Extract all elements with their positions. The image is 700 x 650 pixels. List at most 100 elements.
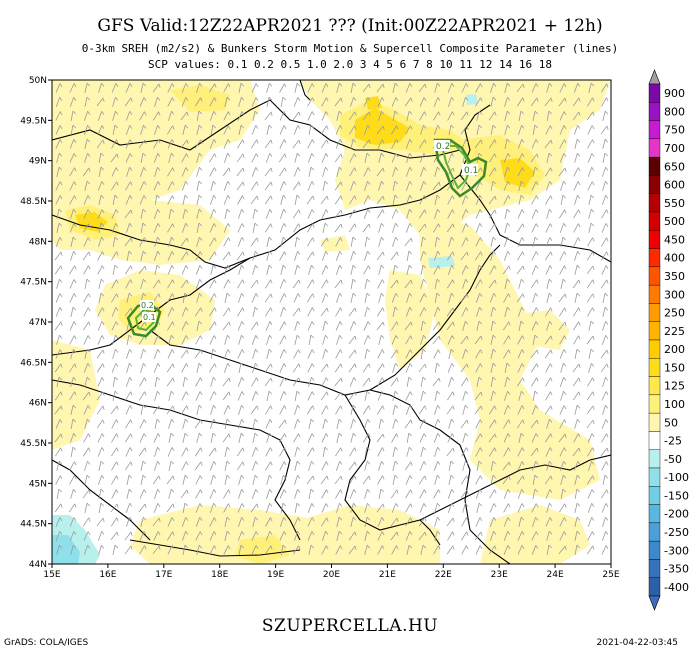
wind-barb-flag bbox=[548, 152, 553, 157]
wind-barb bbox=[84, 475, 88, 485]
wind-barb bbox=[461, 265, 467, 275]
wind-barb bbox=[490, 531, 494, 541]
wind-barb bbox=[181, 265, 187, 275]
wind-barb bbox=[504, 111, 508, 121]
wind-barb bbox=[476, 321, 480, 331]
wind-barb-flag bbox=[86, 418, 91, 423]
lat-label: 47.5N bbox=[20, 278, 47, 288]
wind-barb-flag bbox=[128, 474, 133, 479]
wind-barb bbox=[238, 489, 242, 499]
wind-barb bbox=[574, 419, 578, 429]
wind-barb bbox=[98, 293, 102, 303]
wind-barb bbox=[237, 321, 243, 331]
wind-barb-flag bbox=[424, 223, 427, 228]
wind-barb bbox=[334, 377, 342, 387]
wind-barb-flag bbox=[381, 349, 385, 354]
wind-barb-flag bbox=[101, 125, 105, 130]
wind-barb bbox=[558, 321, 566, 331]
wind-barb-flag bbox=[268, 264, 273, 269]
wind-barb-flag bbox=[86, 180, 91, 185]
wind-barb-flag bbox=[452, 391, 455, 396]
wind-barb bbox=[532, 111, 536, 121]
wind-barb bbox=[348, 349, 356, 359]
wind-barb-flag bbox=[312, 223, 315, 228]
wind-barb bbox=[601, 419, 607, 429]
wind-barb bbox=[390, 251, 398, 261]
wind-barb-flag bbox=[352, 292, 357, 297]
wind-barb bbox=[181, 97, 187, 107]
wind-barb bbox=[405, 83, 411, 93]
wind-barb bbox=[237, 279, 243, 289]
wind-barb-flag bbox=[367, 251, 371, 255]
wind-barb-flag bbox=[452, 223, 455, 228]
wind-barb bbox=[574, 405, 578, 415]
wind-barb bbox=[335, 405, 341, 415]
wind-barb-flag bbox=[424, 475, 427, 480]
wind-barb-flag bbox=[298, 223, 301, 228]
wind-barb-flag bbox=[592, 377, 595, 382]
wind-barb-flag bbox=[100, 460, 105, 465]
wind-barb bbox=[56, 335, 60, 345]
wind-barb-flag bbox=[144, 139, 147, 144]
wind-barb-flag bbox=[424, 531, 427, 537]
wind-barb bbox=[126, 363, 130, 373]
wind-barb bbox=[559, 209, 565, 219]
wind-barb bbox=[364, 251, 368, 261]
wind-barb-flag bbox=[590, 82, 595, 87]
wind-barb-flag bbox=[381, 517, 385, 521]
wind-barb-flag bbox=[158, 111, 161, 116]
wind-barb-flag bbox=[270, 195, 273, 200]
wind-barb-flag bbox=[508, 419, 511, 424]
lat-label: 49.5N bbox=[20, 116, 47, 126]
wind-barb-flag bbox=[312, 279, 315, 284]
wind-barb-flag bbox=[339, 125, 343, 130]
wind-barb-flag bbox=[548, 544, 552, 549]
sreh-colorbar: 9008007507006506005505004504003503002502… bbox=[648, 69, 689, 611]
wind-barb bbox=[406, 447, 410, 457]
wind-barb bbox=[544, 475, 552, 485]
wind-barb-flag bbox=[170, 208, 175, 213]
wind-barb-flag bbox=[436, 236, 440, 241]
wind-barb-flag bbox=[59, 195, 63, 200]
wind-barb-flag bbox=[604, 152, 608, 157]
wind-barb-flag bbox=[87, 237, 91, 242]
wind-barb bbox=[166, 125, 174, 135]
wind-barb bbox=[152, 475, 160, 485]
wind-barb-flag bbox=[368, 475, 371, 480]
wind-barb bbox=[308, 461, 312, 471]
wind-barb-flag bbox=[492, 362, 497, 367]
wind-barb-flag bbox=[73, 293, 77, 298]
wind-barb-flag bbox=[116, 503, 119, 509]
wind-barb bbox=[97, 251, 103, 261]
colorbar-label: 200 bbox=[664, 343, 685, 356]
wind-barb-flag bbox=[129, 377, 133, 381]
wind-barb bbox=[55, 181, 61, 191]
wind-barb-flag bbox=[606, 251, 609, 256]
wind-barb bbox=[405, 139, 411, 149]
wind-barb-flag bbox=[59, 460, 63, 465]
wind-barb-flag bbox=[366, 236, 370, 241]
wind-barb-flag bbox=[115, 83, 119, 88]
wind-barb bbox=[433, 419, 439, 429]
wind-barb bbox=[167, 293, 173, 303]
wind-barb bbox=[559, 125, 565, 135]
wind-barb bbox=[461, 223, 467, 233]
wind-barb bbox=[446, 251, 454, 261]
wind-barb bbox=[334, 195, 342, 205]
wind-barb-flag bbox=[409, 139, 413, 143]
wind-barb bbox=[250, 405, 258, 415]
wind-barb-flag bbox=[382, 405, 385, 410]
wind-barb-flag bbox=[465, 348, 469, 353]
wind-barb-flag bbox=[100, 292, 105, 297]
wind-barb bbox=[265, 419, 271, 429]
wind-barb bbox=[378, 111, 382, 121]
wind-barb-flag bbox=[605, 97, 609, 102]
wind-barb-flag bbox=[214, 447, 217, 452]
wind-barb bbox=[530, 97, 538, 107]
wind-barb bbox=[125, 503, 131, 513]
wind-barb-flag bbox=[241, 531, 245, 535]
wind-barb bbox=[250, 195, 258, 205]
wind-barb-flag bbox=[87, 545, 91, 549]
wind-barb bbox=[364, 447, 368, 457]
wind-barb-flag bbox=[479, 237, 483, 242]
